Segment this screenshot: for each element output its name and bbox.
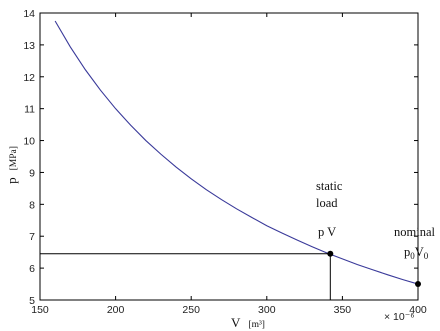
y-tick-label: 9 (29, 167, 35, 179)
y-tick-label: 14 (23, 8, 35, 20)
x-axis-multiplier: × 10⁻⁶ (384, 311, 415, 323)
svg-text:p [MPa]: p [MPa] (3, 146, 20, 184)
x-tick-label: 250 (182, 304, 200, 316)
annotation-static: static (316, 179, 343, 193)
data-points (327, 250, 421, 288)
y-tick-label: 11 (24, 104, 35, 116)
x-tick-label: 300 (258, 304, 276, 316)
series-curve (54, 20, 419, 285)
data-point (415, 281, 421, 288)
x-axis-unit: [m³] (248, 320, 265, 330)
y-tick-label: 10 (23, 136, 35, 148)
y-axis-label: p [MPa] (3, 146, 20, 184)
y-axis-unit: [MPa] (9, 146, 19, 170)
x-axis-label: V [m³] (231, 314, 265, 331)
y-tick-label: 7 (29, 231, 35, 243)
x-axis-label-text: V (231, 315, 241, 330)
annotation-p0v0: p0V0 (404, 245, 429, 261)
annotation-load: load (316, 196, 338, 210)
y-tick-label: 8 (29, 199, 35, 211)
data-point (327, 250, 334, 257)
y-ticks: 5 6 7 8 9 10 11 12 13 14 (23, 8, 418, 307)
y-tick-label: 5 (29, 295, 35, 307)
guide-lines (40, 253, 331, 300)
y-tick-label: 6 (29, 263, 35, 275)
x-ticks: 150 200 250 300 350 400 (31, 13, 427, 316)
x-tick-label: 150 (31, 304, 49, 316)
plot-frame (39, 12, 419, 301)
y-tick-label: 12 (23, 72, 35, 84)
x-tick-label: 400 (409, 304, 427, 316)
x-tick-label: 200 (107, 304, 125, 316)
y-tick-label: 13 (23, 40, 35, 52)
axes (39, 12, 419, 301)
x-tick-label: 350 (334, 304, 352, 316)
annotation-nominal: nominal (394, 225, 435, 239)
annotation-pv: p V (318, 225, 336, 239)
y-axis-label-text: p (4, 177, 19, 184)
